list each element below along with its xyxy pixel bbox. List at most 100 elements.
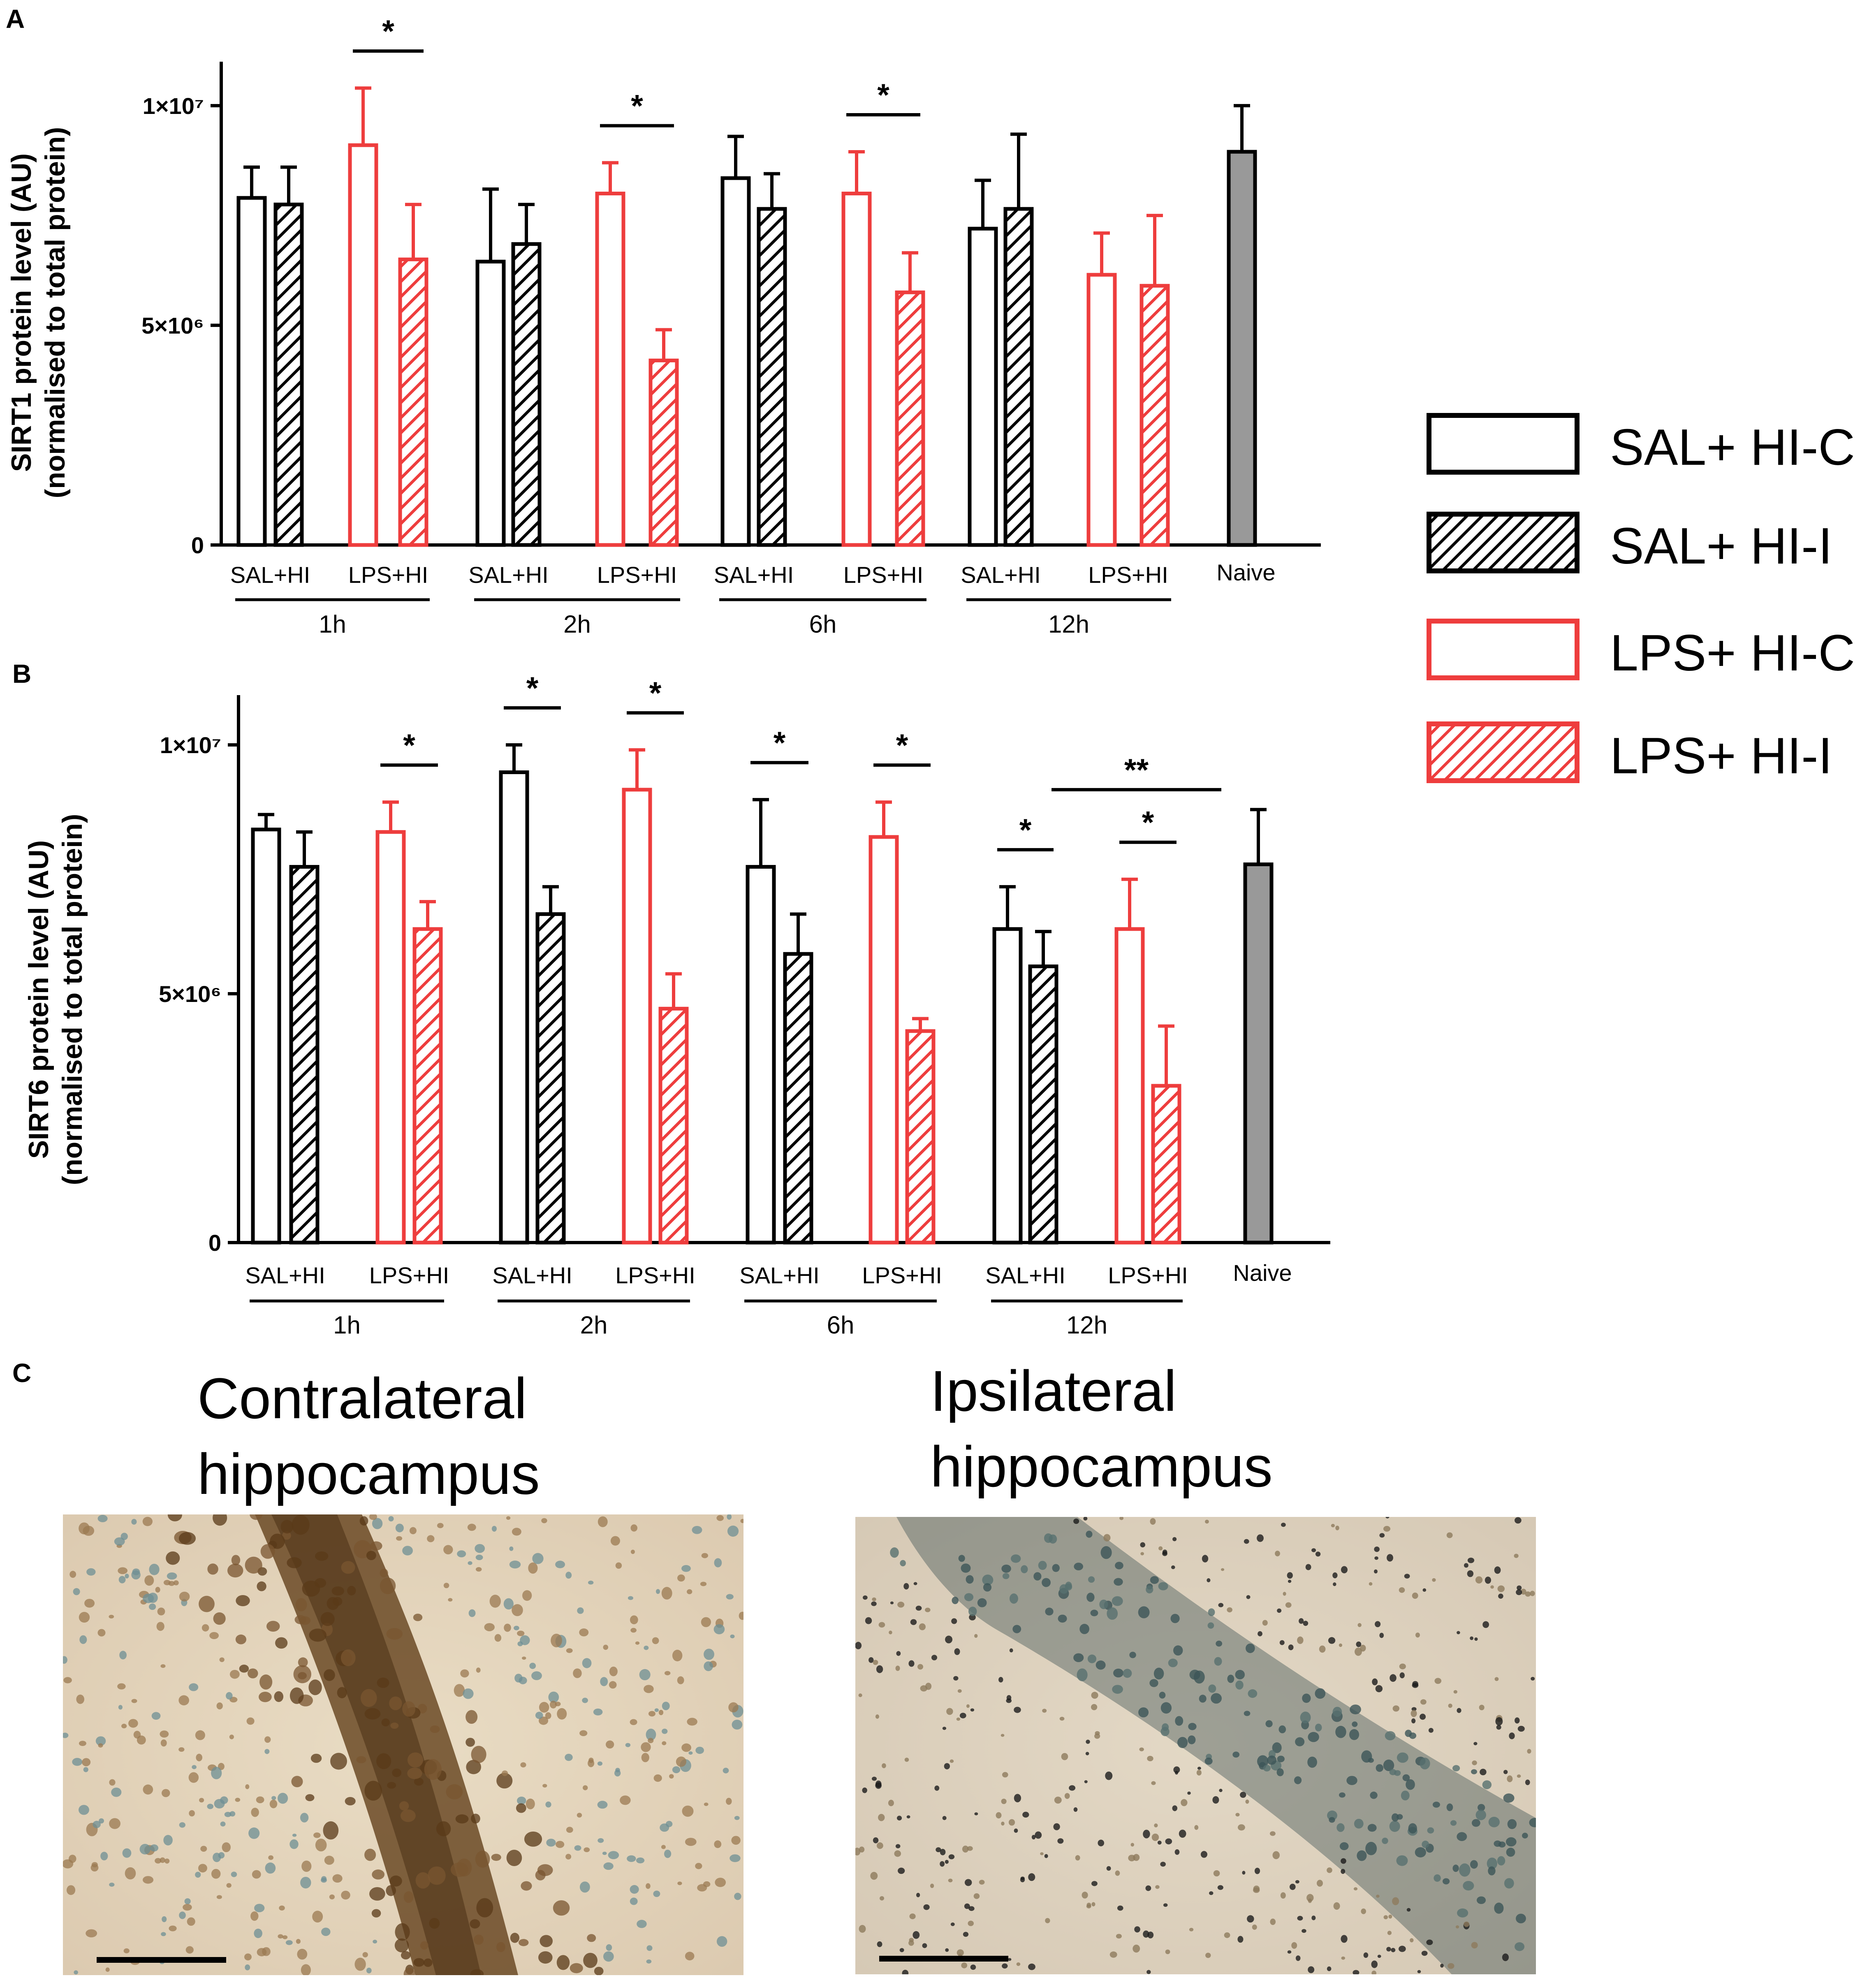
cell-nucleus xyxy=(1008,1819,1015,1826)
cell-nucleus xyxy=(953,1676,959,1681)
cell-nucleus xyxy=(1448,1963,1454,1969)
cell-nucleus xyxy=(1235,1680,1244,1690)
cell-nucleus xyxy=(1392,1897,1399,1905)
cell-nucleus xyxy=(290,1687,304,1704)
cell-nucleus xyxy=(701,1553,709,1558)
cell-nucleus xyxy=(714,1840,722,1848)
cell-nucleus xyxy=(184,1898,191,1904)
cell-nucleus xyxy=(347,1586,356,1595)
cell-nucleus xyxy=(1396,1855,1408,1866)
cell-nucleus xyxy=(1379,1632,1384,1638)
cell-nucleus xyxy=(1440,1964,1444,1968)
cell-nucleus xyxy=(298,1657,308,1667)
cell-nucleus xyxy=(1245,1799,1249,1804)
cell-nucleus xyxy=(1232,1751,1240,1758)
cell-nucleus xyxy=(664,1849,672,1858)
cell-nucleus xyxy=(1244,1711,1251,1716)
cell-nucleus xyxy=(1158,1546,1163,1551)
cell-nucleus xyxy=(1375,1621,1381,1628)
cell-nucleus xyxy=(83,1526,95,1536)
cell-nucleus xyxy=(1308,1898,1312,1903)
cell-nucleus xyxy=(1494,1566,1501,1574)
cell-nucleus xyxy=(1387,1931,1392,1935)
significance-marker: * xyxy=(1142,805,1154,840)
cell-nucleus xyxy=(1288,1579,1292,1583)
cell-nucleus xyxy=(195,1871,201,1878)
cell-nucleus xyxy=(341,1890,350,1900)
cell-nucleus xyxy=(1252,1924,1257,1930)
cell-nucleus xyxy=(109,1614,114,1619)
cell-nucleus xyxy=(588,1759,595,1767)
cell-nucleus xyxy=(1422,1841,1429,1848)
cell-nucleus xyxy=(1247,1915,1254,1923)
ipsilateral-title-line1: Ipsilateral xyxy=(930,1359,1177,1423)
cell-nucleus xyxy=(609,1681,617,1689)
cell-nucleus xyxy=(855,1642,862,1649)
cell-nucleus xyxy=(82,1758,91,1767)
category-label: LPS+HI xyxy=(597,562,677,588)
cell-nucleus xyxy=(1040,1852,1044,1855)
cell-nucleus xyxy=(1369,1582,1373,1586)
cell-nucleus xyxy=(142,1517,153,1526)
cell-nucleus xyxy=(389,1875,402,1887)
cell-nucleus xyxy=(1115,1562,1123,1570)
cell-nucleus xyxy=(1091,1692,1098,1699)
cell-nucleus xyxy=(1205,1519,1209,1524)
cell-nucleus xyxy=(1472,1760,1477,1765)
cell-nucleus xyxy=(1308,1732,1319,1742)
cell-nucleus xyxy=(200,1846,207,1852)
cell-nucleus xyxy=(211,1767,222,1779)
cell-nucleus xyxy=(644,1645,649,1650)
cell-nucleus xyxy=(401,1951,411,1959)
bar-1h-sal-hi-contralateral xyxy=(251,828,281,1245)
cell-nucleus xyxy=(1516,1589,1522,1595)
cell-nucleus xyxy=(178,1532,196,1545)
cell-nucleus xyxy=(1139,1747,1144,1751)
cell-nucleus xyxy=(1354,1819,1364,1829)
cell-nucleus xyxy=(297,1949,308,1960)
cell-nucleus xyxy=(909,1913,916,1920)
bar-12h-lps-hi-contralateral xyxy=(1086,273,1117,547)
cell-nucleus xyxy=(1007,1958,1012,1961)
cell-nucleus xyxy=(105,1967,110,1972)
cell-nucleus xyxy=(1001,1564,1011,1573)
cell-nucleus xyxy=(876,1842,883,1849)
cell-nucleus xyxy=(603,1644,609,1650)
cell-nucleus xyxy=(587,1934,596,1942)
cell-nucleus xyxy=(961,1563,971,1573)
sirt6-y-tick-label: 0 xyxy=(208,1230,221,1256)
cell-nucleus xyxy=(121,1723,127,1729)
cell-nucleus xyxy=(149,1603,156,1610)
cell-nucleus xyxy=(879,1896,885,1901)
cell-nucleus xyxy=(332,1597,343,1606)
cell-nucleus xyxy=(908,1940,914,1946)
cell-nucleus xyxy=(925,1683,932,1690)
cell-nucleus xyxy=(1193,1670,1205,1684)
cell-nucleus xyxy=(1515,1717,1520,1724)
cell-nucleus xyxy=(974,1812,978,1816)
cell-nucleus xyxy=(119,1651,127,1660)
cell-nucleus xyxy=(919,1623,926,1630)
cell-nucleus xyxy=(615,1562,622,1569)
cell-nucleus xyxy=(535,1711,543,1719)
cell-nucleus xyxy=(979,1880,985,1885)
timepoint-label: 12h xyxy=(1048,610,1089,638)
cell-nucleus xyxy=(1168,1658,1178,1667)
cell-nucleus xyxy=(1327,1966,1332,1971)
bar-1h-lps-hi-contralateral xyxy=(348,143,378,547)
cell-nucleus xyxy=(1473,1742,1478,1746)
cell-nucleus xyxy=(520,1635,530,1645)
legend-swatch xyxy=(1427,413,1580,475)
cell-nucleus xyxy=(1150,1518,1156,1525)
cell-nucleus xyxy=(264,1749,270,1754)
bar-1h-sal-hi-ipsilateral xyxy=(289,865,320,1245)
significance-marker: * xyxy=(382,14,394,49)
cell-nucleus xyxy=(1123,1669,1132,1678)
cell-nucleus xyxy=(1187,1791,1191,1795)
cell-nucleus xyxy=(641,1742,651,1752)
cell-nucleus xyxy=(239,1665,249,1673)
cell-nucleus xyxy=(169,1925,177,1932)
cell-nucleus xyxy=(1171,1565,1175,1569)
cell-nucleus xyxy=(870,1872,878,1880)
cell-nucleus xyxy=(1112,1596,1123,1606)
